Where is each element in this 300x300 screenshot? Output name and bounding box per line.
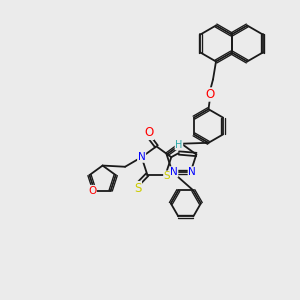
Text: N: N bbox=[188, 167, 196, 177]
Text: H: H bbox=[175, 140, 183, 150]
Text: O: O bbox=[144, 126, 154, 140]
Text: S: S bbox=[164, 171, 170, 181]
Text: O: O bbox=[88, 185, 96, 196]
Text: N: N bbox=[138, 152, 146, 162]
Text: N: N bbox=[170, 167, 178, 177]
Text: S: S bbox=[134, 182, 141, 195]
Text: O: O bbox=[206, 88, 214, 101]
